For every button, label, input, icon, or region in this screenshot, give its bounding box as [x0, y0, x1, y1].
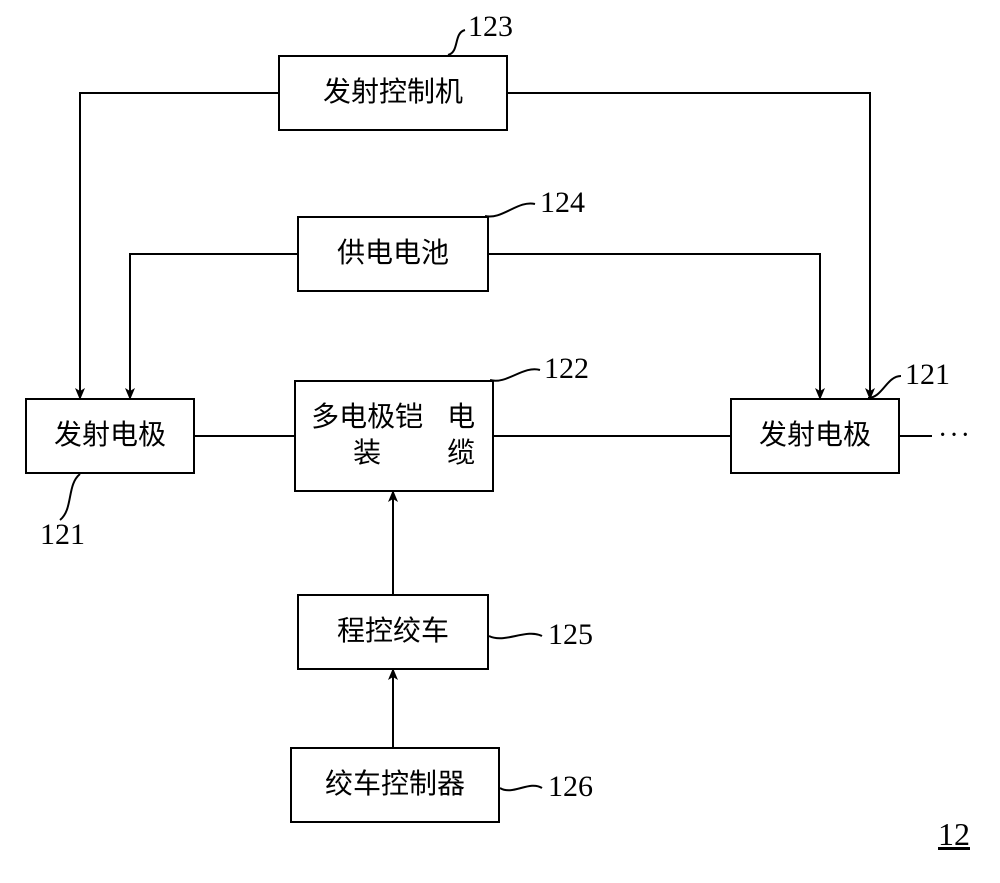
ref-label-n123: 123	[468, 10, 513, 44]
callout-c122	[490, 369, 540, 381]
callout-c121l	[60, 474, 80, 520]
node-n122: 多电极铠装电缆	[294, 380, 494, 492]
node-n121_left: 发射电极	[25, 398, 195, 474]
callout-c123	[448, 30, 465, 55]
ref-label-n121_right: 121	[905, 358, 950, 392]
ref-label-n121_left: 121	[40, 518, 85, 552]
node-n124: 供电电池	[297, 216, 489, 292]
callout-c126	[500, 786, 542, 791]
node-n126: 绞车控制器	[290, 747, 500, 823]
figure-number: 12	[938, 816, 970, 853]
ref-label-n124: 124	[540, 186, 585, 220]
edge-e124to121r	[489, 254, 820, 398]
ref-label-n126: 126	[548, 770, 593, 804]
edge-e124to121l	[130, 254, 297, 398]
node-n123: 发射控制机	[278, 55, 508, 131]
node-n121_right: 发射电极	[730, 398, 900, 474]
callout-c121r	[868, 376, 901, 398]
edge-e123to121l	[80, 93, 278, 398]
ellipsis: ···	[938, 420, 972, 452]
callout-c124	[485, 203, 535, 216]
ref-label-n122: 122	[544, 352, 589, 386]
callout-c125	[489, 634, 542, 639]
ref-label-n125: 125	[548, 618, 593, 652]
node-n125: 程控绞车	[297, 594, 489, 670]
block-diagram: 发射控制机供电电池发射电极 多电极铠装电缆 发射电极程控绞车绞车控制器 123 124 1…	[0, 0, 1000, 883]
